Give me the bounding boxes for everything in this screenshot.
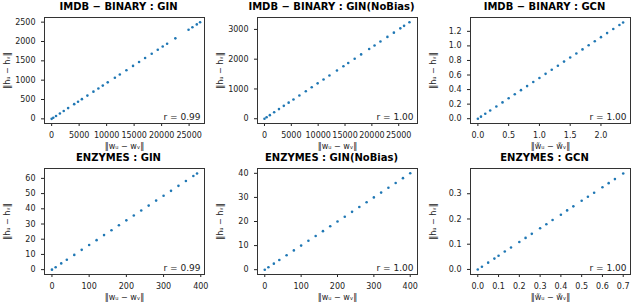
svg-text:‖wᵤ − wᵥ‖: ‖wᵤ − wᵥ‖ [105, 293, 144, 302]
svg-text:0: 0 [49, 131, 54, 140]
svg-text:‖hᵤ − hᵥ‖: ‖hᵤ − hᵥ‖ [3, 52, 12, 89]
svg-text:5000: 5000 [281, 131, 301, 140]
svg-text:2500: 2500 [15, 18, 35, 27]
svg-text:‖w̃ᵤ − w̃ᵥ‖: ‖w̃ᵤ − w̃ᵥ‖ [531, 142, 570, 151]
svg-text:100: 100 [82, 282, 97, 291]
svg-text:40: 40 [238, 169, 248, 178]
svg-text:500: 500 [20, 95, 35, 104]
svg-text:0.4: 0.4 [555, 282, 568, 291]
svg-text:1.0: 1.0 [533, 131, 546, 140]
svg-text:1000: 1000 [15, 76, 35, 85]
svg-text:0.5: 0.5 [502, 131, 515, 140]
svg-text:r = 0.99: r = 0.99 [163, 112, 200, 122]
svg-text:‖wᵤ − wᵥ‖: ‖wᵤ − wᵥ‖ [105, 142, 144, 151]
html-text:ENZYMES : GIN(NoBias): ENZYMES : GIN(NoBias) [265, 152, 398, 163]
svg-text:3000: 3000 [228, 25, 248, 34]
html-text:ENZYMES : GCN: ENZYMES : GCN [500, 152, 589, 163]
svg-text:1.0: 1.0 [449, 41, 462, 50]
html-text:ENZYMES : GIN: ENZYMES : GIN [76, 152, 161, 163]
svg-text:20: 20 [238, 217, 248, 226]
svg-text:‖hᵤ − hᵥ‖: ‖hᵤ − hᵥ‖ [216, 203, 225, 240]
svg-text:300: 300 [156, 282, 171, 291]
svg-text:20: 20 [25, 235, 35, 244]
svg-text:1000: 1000 [228, 85, 248, 94]
svg-text:0.0: 0.0 [449, 114, 462, 123]
svg-text:0.4: 0.4 [449, 85, 462, 94]
svg-text:10: 10 [25, 250, 35, 259]
svg-text:100: 100 [293, 282, 308, 291]
svg-text:200: 200 [119, 282, 134, 291]
svg-text:2000: 2000 [15, 37, 35, 46]
svg-text:0.5: 0.5 [575, 282, 588, 291]
svg-text:r = 0.99: r = 0.99 [163, 263, 200, 273]
svg-text:30: 30 [238, 193, 248, 202]
svg-text:0.2: 0.2 [449, 215, 462, 224]
svg-text:400: 400 [403, 282, 418, 291]
html-text:IMDB − BINARY : GIN(NoBias): IMDB − BINARY : GIN(NoBias) [248, 1, 415, 12]
svg-text:0: 0 [49, 282, 54, 291]
svg-text:r = 1.00: r = 1.00 [589, 263, 626, 273]
svg-text:0.2: 0.2 [449, 100, 462, 109]
svg-text:20000: 20000 [149, 131, 174, 140]
svg-text:25000: 25000 [176, 131, 201, 140]
svg-text:25000: 25000 [386, 131, 411, 140]
svg-text:1.2: 1.2 [449, 27, 462, 36]
svg-text:0: 0 [243, 265, 248, 274]
svg-text:0: 0 [262, 131, 267, 140]
svg-text:r = 1.00: r = 1.00 [589, 112, 626, 122]
svg-text:5000: 5000 [69, 131, 89, 140]
svg-text:2000: 2000 [228, 55, 248, 64]
html-text:IMDB − BINARY : GIN: IMDB − BINARY : GIN [59, 1, 178, 12]
svg-text:‖wᵤ − wᵥ‖: ‖wᵤ − wᵥ‖ [318, 142, 357, 151]
svg-text:0: 0 [30, 114, 35, 123]
svg-text:0.1: 0.1 [449, 240, 462, 249]
svg-text:0: 0 [243, 114, 248, 123]
svg-text:10: 10 [238, 241, 248, 250]
svg-text:r = 1.00: r = 1.00 [376, 263, 413, 273]
svg-text:0.0: 0.0 [471, 282, 484, 291]
svg-text:‖hᵤ − hᵥ‖: ‖hᵤ − hᵥ‖ [429, 52, 438, 89]
svg-text:30: 30 [25, 220, 35, 229]
svg-text:200: 200 [330, 282, 345, 291]
svg-text:0: 0 [30, 265, 35, 274]
svg-text:r = 1.00: r = 1.00 [376, 112, 413, 122]
svg-text:1500: 1500 [15, 56, 35, 65]
svg-text:50: 50 [25, 189, 35, 198]
svg-text:15000: 15000 [121, 131, 146, 140]
svg-text:0.6: 0.6 [596, 282, 609, 291]
svg-text:0.3: 0.3 [449, 189, 462, 198]
svg-text:0: 0 [262, 282, 267, 291]
svg-text:‖wᵤ − wᵥ‖: ‖wᵤ − wᵥ‖ [318, 293, 357, 302]
svg-text:0.0: 0.0 [472, 131, 485, 140]
svg-text:10000: 10000 [305, 131, 330, 140]
svg-text:15000: 15000 [332, 131, 357, 140]
svg-text:20000: 20000 [359, 131, 384, 140]
svg-text:0.0: 0.0 [449, 265, 462, 274]
svg-text:0.2: 0.2 [513, 282, 526, 291]
svg-text:0.3: 0.3 [534, 282, 547, 291]
svg-text:1.5: 1.5 [564, 131, 577, 140]
svg-text:0.7: 0.7 [617, 282, 630, 291]
svg-text:‖w̃ᵤ − w̃ᵥ‖: ‖w̃ᵤ − w̃ᵥ‖ [531, 293, 570, 302]
svg-text:2.0: 2.0 [595, 131, 608, 140]
svg-text:60: 60 [25, 174, 35, 183]
svg-text:‖hᵤ − hᵥ‖: ‖hᵤ − hᵥ‖ [429, 203, 438, 240]
svg-text:‖hᵤ − hᵥ‖: ‖hᵤ − hᵥ‖ [216, 52, 225, 89]
svg-text:40: 40 [25, 204, 35, 213]
svg-text:0.6: 0.6 [449, 71, 462, 80]
svg-text:400: 400 [193, 282, 208, 291]
svg-text:300: 300 [366, 282, 381, 291]
html-text:IMDB − BINARY : GCN: IMDB − BINARY : GCN [483, 1, 606, 12]
svg-text:0.1: 0.1 [492, 282, 505, 291]
svg-text:0.8: 0.8 [449, 56, 462, 65]
svg-text:10000: 10000 [94, 131, 119, 140]
svg-text:‖hᵤ − hᵥ‖: ‖hᵤ − hᵥ‖ [3, 203, 12, 240]
